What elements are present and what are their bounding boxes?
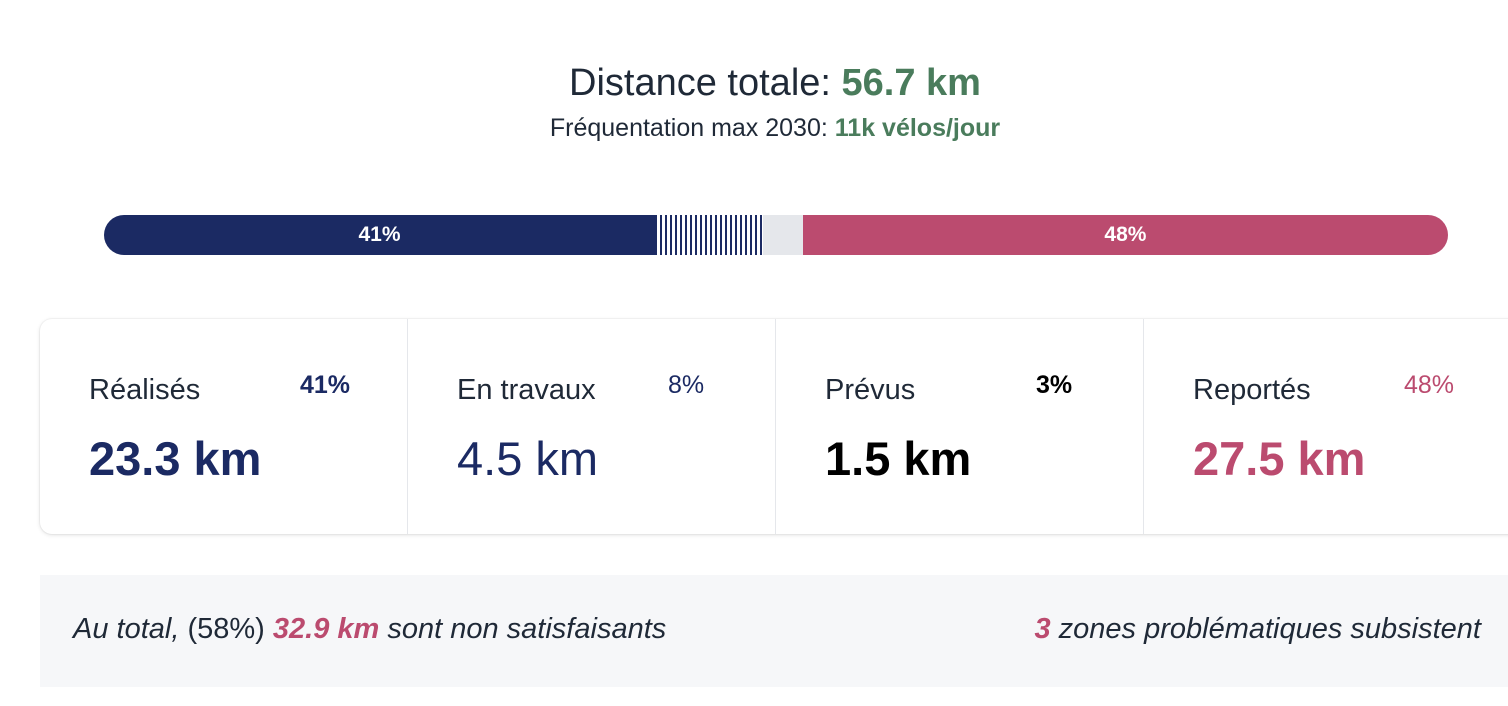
summary-zones: 3 zones problématiques subsistent [1034,613,1481,646]
card-percent: 8% [668,371,705,399]
progress-segment-planned [762,215,803,255]
progress-bar: 41% 48% [104,215,1448,255]
card-value: 1.5 km [825,432,972,485]
card-postponed: Reportés 48% 27.5 km [1144,319,1508,534]
zones-text: zones problématiques subsistent [1050,613,1481,645]
max-traffic-value: 11k vélos/jour [834,114,1001,142]
card-label: En travaux [457,374,596,406]
card-value: 23.3 km [89,432,262,485]
summary-suffix: sont non satisfaisants [379,613,667,645]
summary-unsatisfactory: Au total, (58%) 32.9 km sont non satisfa… [73,613,666,646]
card-planned: Prévus 3% 1.5 km [776,319,1144,534]
card-value: 27.5 km [1193,432,1366,485]
progress-label-postponed: 48% [1104,223,1147,246]
card-done: Réalisés 41% 23.3 km [40,319,408,534]
summary-distance: 32.9 km [272,613,380,645]
progress-segment-done: 41% [104,215,656,255]
page-title: Distance totale: 56.7 km [0,58,1508,108]
zones-count: 3 [1034,613,1051,645]
subtitle-label: Fréquentation max 2030: [549,114,835,142]
card-works: En travaux 8% 4.5 km [408,319,776,534]
summary-prefix: Au total, [73,613,188,645]
card-label: Prévus [825,374,916,406]
card-label: Réalisés [89,374,201,406]
card-percent: 41% [300,371,351,399]
progress-label-done: 41% [358,223,401,246]
card-label: Reportés [1193,374,1311,406]
total-distance-value: 56.7 km [841,62,981,104]
page-subtitle: Fréquentation max 2030: 11k vélos/jour [0,110,1508,146]
progress-segment-works [655,215,763,255]
summary-panel: Au total, (58%) 32.9 km sont non satisfa… [40,575,1508,687]
header: Distance totale: 56.7 km Fréquentation m… [0,58,1508,146]
card-percent: 48% [1404,371,1455,399]
title-label: Distance totale: [569,62,842,104]
stats-cards: Réalisés 41% 23.3 km En travaux 8% 4.5 k… [40,319,1508,534]
summary-percent: (58%) [187,613,273,645]
card-percent: 3% [1036,371,1073,399]
progress-segment-postponed: 48% [802,215,1448,255]
card-value: 4.5 km [457,432,599,485]
